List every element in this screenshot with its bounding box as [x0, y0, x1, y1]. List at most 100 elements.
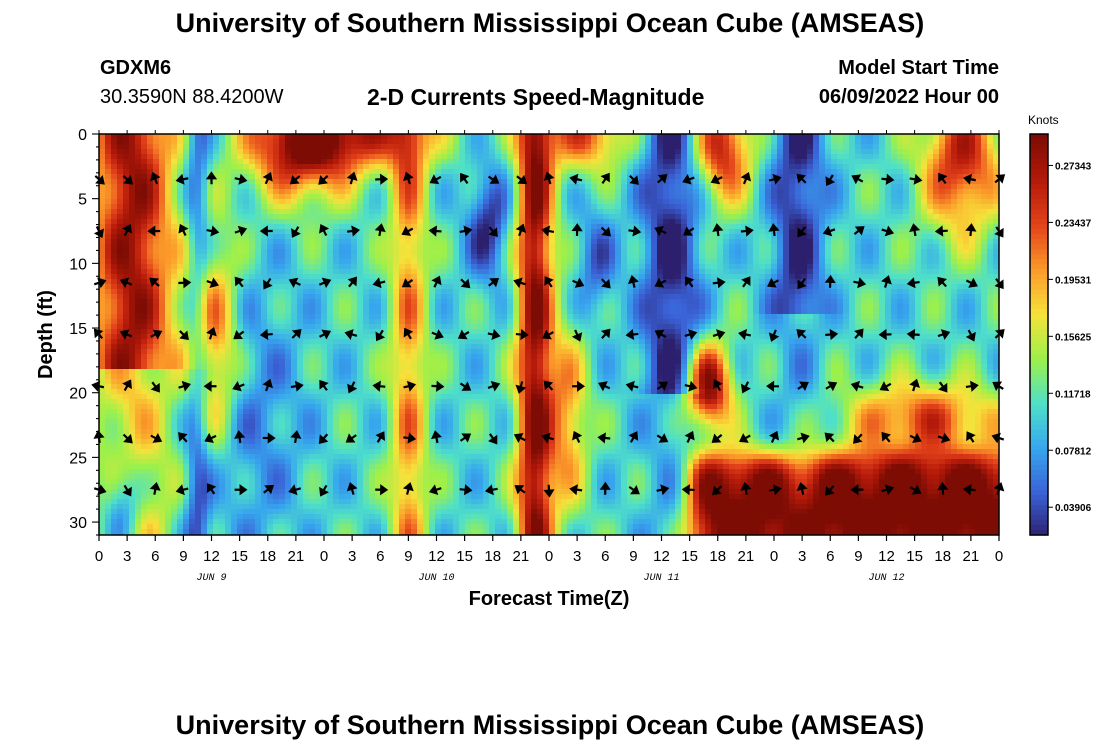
heatmap-cell: [123, 524, 130, 530]
heatmap-cell: [447, 429, 454, 435]
heatmap-cell: [333, 469, 340, 475]
heatmap-cell: [195, 354, 202, 360]
heatmap-cell: [213, 379, 220, 385]
heatmap-cell: [315, 479, 322, 485]
heatmap-cell: [117, 284, 124, 290]
heatmap-cell: [345, 489, 352, 495]
heatmap-cell: [255, 369, 262, 375]
heatmap-cell: [309, 519, 316, 525]
heatmap-cell: [453, 499, 460, 505]
heatmap-cell: [321, 334, 328, 340]
heatmap-cell: [399, 424, 406, 430]
heatmap-cell: [441, 144, 448, 150]
heatmap-cell: [207, 149, 214, 155]
heatmap-cell: [201, 424, 208, 430]
heatmap-cell: [429, 139, 436, 145]
heatmap-cell: [369, 154, 376, 160]
heatmap-cell: [147, 209, 154, 215]
heatmap-cell: [249, 374, 256, 380]
heatmap-cell: [297, 354, 304, 360]
heatmap-cell: [411, 489, 418, 495]
heatmap-cell: [135, 344, 142, 350]
heatmap-cell: [183, 179, 190, 185]
heatmap-cell: [399, 419, 406, 425]
heatmap-cell: [279, 304, 286, 310]
heatmap-cell: [375, 274, 382, 280]
heatmap-cell: [339, 529, 346, 535]
heatmap-cell: [195, 244, 202, 250]
heatmap-cell: [165, 284, 172, 290]
heatmap-cell: [405, 479, 412, 485]
heatmap-cell: [417, 489, 424, 495]
heatmap-cell: [333, 314, 340, 320]
heatmap-cell: [213, 174, 220, 180]
heatmap-cell: [135, 319, 142, 325]
heatmap-cell: [195, 344, 202, 350]
heatmap-cell: [363, 499, 370, 505]
heatmap-cell: [213, 169, 220, 175]
heatmap-cell: [201, 504, 208, 510]
heatmap-cell: [123, 429, 130, 435]
heatmap-cell: [165, 529, 172, 535]
heatmap-cell: [417, 369, 424, 375]
heatmap-cell: [195, 489, 202, 495]
heatmap-cell: [315, 294, 322, 300]
heatmap-cell: [135, 304, 142, 310]
heatmap-cell: [147, 139, 154, 145]
heatmap-cell: [177, 454, 184, 460]
heatmap-cell: [153, 419, 160, 425]
heatmap-cell: [231, 424, 238, 430]
heatmap-cell: [339, 354, 346, 360]
heatmap-cell: [387, 319, 394, 325]
heatmap-cell: [159, 479, 166, 485]
heatmap-cell: [207, 344, 214, 350]
heatmap-cell: [141, 314, 148, 320]
heatmap-cell: [387, 504, 394, 510]
heatmap-cell: [315, 359, 322, 365]
heatmap-cell: [339, 299, 346, 305]
heatmap-cell: [411, 324, 418, 330]
heatmap-cell: [375, 409, 382, 415]
heatmap-cell: [333, 519, 340, 525]
heatmap-cell: [453, 379, 460, 385]
heatmap-cell: [339, 479, 346, 485]
heatmap-cell: [111, 464, 118, 470]
heatmap-cell: [447, 154, 454, 160]
heatmap-cell: [249, 239, 256, 245]
heatmap-cell: [327, 244, 334, 250]
heatmap-cell: [291, 299, 298, 305]
heatmap-cell: [153, 494, 160, 500]
heatmap-cell: [171, 154, 178, 160]
heatmap-cell: [165, 269, 172, 275]
heatmap-cell: [249, 244, 256, 250]
heatmap-cell: [279, 434, 286, 440]
heatmap-cell: [447, 359, 454, 365]
heatmap-cell: [183, 379, 190, 385]
heatmap-cell: [177, 394, 184, 400]
heatmap-cell: [453, 314, 460, 320]
heatmap-cell: [195, 524, 202, 530]
heatmap-cell: [111, 269, 118, 275]
heatmap-cell: [135, 414, 142, 420]
heatmap-cell: [219, 499, 226, 505]
heatmap-cell: [321, 319, 328, 325]
heatmap-cell: [105, 174, 112, 180]
heatmap-cell: [105, 159, 112, 165]
heatmap-cell: [225, 454, 232, 460]
heatmap-cell: [105, 389, 112, 395]
heatmap-cell: [423, 409, 430, 415]
heatmap-cell: [369, 449, 376, 455]
heatmap-cell: [441, 204, 448, 210]
heatmap-cell: [117, 489, 124, 495]
heatmap-cell: [279, 414, 286, 420]
heatmap-cell: [111, 324, 118, 330]
heatmap-cell: [399, 509, 406, 515]
heatmap-cell: [339, 439, 346, 445]
heatmap-cell: [351, 209, 358, 215]
heatmap-cell: [225, 159, 232, 165]
heatmap-cell: [99, 204, 106, 210]
heatmap-cell: [321, 304, 328, 310]
heatmap-cell: [351, 224, 358, 230]
heatmap-cell: [297, 429, 304, 435]
heatmap-cell: [99, 134, 106, 140]
